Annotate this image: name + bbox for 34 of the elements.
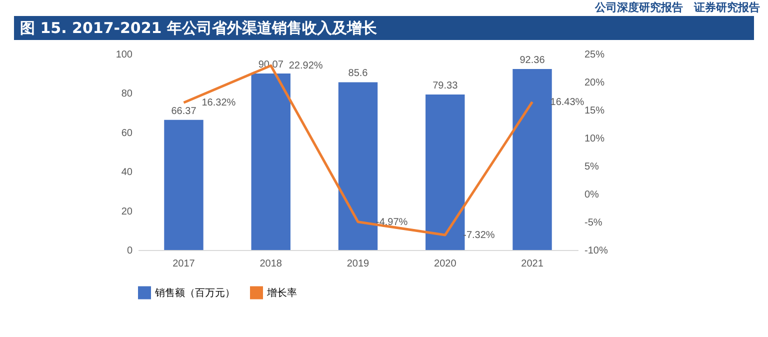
data-label: 92.36 bbox=[520, 54, 546, 66]
y-tick-label: 100 bbox=[116, 50, 133, 60]
data-label: 22.92% bbox=[288, 60, 323, 72]
data-label: 79.33 bbox=[432, 80, 458, 92]
y-tick-label: 20 bbox=[121, 206, 133, 218]
bar bbox=[338, 82, 378, 250]
text: 公司深度研究报告 证券研究报告 bbox=[595, 0, 760, 15]
y2-tick-label: 25% bbox=[584, 50, 605, 60]
y-tick-label: 80 bbox=[121, 88, 133, 100]
y2-tick-label: 15% bbox=[584, 106, 605, 116]
chart-title: 图 15. 2017-2021 年公司省外渠道销售收入及增长 bbox=[14, 16, 754, 40]
x-tick-label: 2020 bbox=[434, 258, 457, 270]
y2-tick-label: -10% bbox=[584, 246, 608, 256]
data-label: 16.32% bbox=[202, 98, 236, 109]
data-label: 85.6 bbox=[348, 68, 368, 80]
x-tick-label: 2018 bbox=[260, 258, 282, 270]
x-tick-label: 2021 bbox=[521, 258, 544, 270]
x-tick-label: 2017 bbox=[172, 258, 196, 270]
y-tick-label: 40 bbox=[121, 167, 133, 178]
y-tick-label: 60 bbox=[121, 128, 133, 139]
x-tick-label: 2019 bbox=[346, 258, 370, 270]
legend-label: 增长率 bbox=[266, 286, 297, 299]
y2-tick-label: 5% bbox=[584, 162, 600, 172]
legend-label: 销售额（百万元） bbox=[154, 286, 235, 299]
y2-tick-label: -5% bbox=[584, 218, 602, 228]
bar bbox=[164, 120, 204, 250]
y2-tick-label: 10% bbox=[584, 134, 605, 144]
y-tick-label: 0 bbox=[126, 246, 133, 256]
y2-tick-label: 20% bbox=[584, 78, 605, 88]
data-label: 66.37 bbox=[171, 106, 197, 117]
y2-tick-label: 0% bbox=[584, 190, 600, 200]
bar bbox=[426, 94, 465, 250]
bar bbox=[512, 68, 552, 250]
bar bbox=[251, 73, 290, 250]
